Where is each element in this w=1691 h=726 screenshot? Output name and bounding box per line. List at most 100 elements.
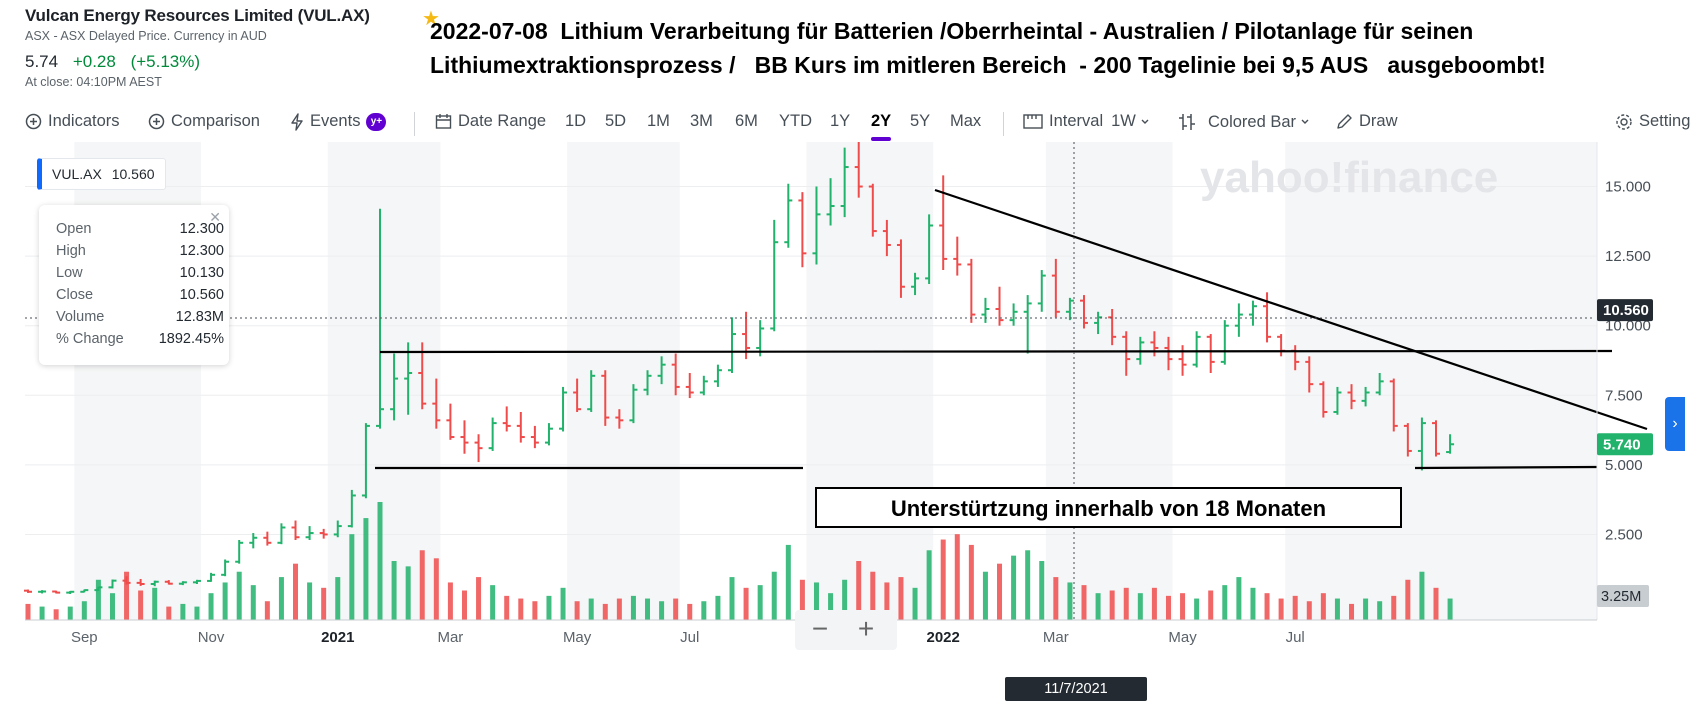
range-6m[interactable]: 6M [735, 112, 758, 130]
volume-bar [799, 579, 805, 620]
price-bar [1403, 423, 1412, 457]
date-range-button[interactable]: Date Range [435, 112, 546, 131]
price-change: +0.28 [72, 52, 116, 71]
price-bar [953, 236, 962, 276]
price-bar [460, 420, 469, 454]
range-max[interactable]: Max [950, 112, 982, 130]
volume-bar [138, 590, 144, 620]
price-bar [1432, 420, 1440, 457]
volume-bar [1194, 598, 1200, 620]
price-bar [643, 370, 652, 396]
ohlc-row-high: High 12.300 [56, 243, 224, 259]
range-1d[interactable]: 1D [565, 112, 587, 130]
volume-bar [1377, 601, 1383, 620]
crosshair-price-tag-text: 10.560 [1603, 302, 1649, 319]
price-chart[interactable]: yahoo!finance 15.000 12.500 10.000 7.500 5.0… [0, 142, 1691, 726]
draw-label: Draw [1359, 112, 1398, 130]
volume-bar [1363, 598, 1369, 620]
plus-circle-icon [25, 113, 42, 130]
volume-bar [109, 593, 115, 620]
volume-bar [1222, 585, 1228, 620]
interval-value: 1W [1111, 112, 1136, 130]
volume-bar [1081, 585, 1087, 620]
volume-tag: 3.25M [1597, 585, 1649, 607]
volume-bar [1067, 582, 1073, 620]
volume-bar [701, 601, 707, 620]
time-tick-label: Jul [680, 629, 699, 646]
volume-bar [940, 539, 946, 620]
volume-bar [321, 587, 327, 620]
volume-bar [870, 571, 876, 620]
range-1y[interactable]: 1Y [830, 112, 851, 130]
yahoo-plus-badge: y+ [366, 112, 387, 131]
date-range-label: Date Range [458, 112, 547, 130]
chevron-down-icon [1141, 119, 1149, 124]
support-annotation[interactable]: Unterstürtzung innerhalb von 18 Monaten [815, 487, 1402, 528]
volume-bar [1053, 577, 1059, 620]
volume-bar [250, 585, 256, 620]
crosshair-price-tag: 10.560 [1597, 299, 1653, 322]
price-bar [826, 178, 835, 226]
zoom-out-button[interactable]: − [811, 613, 829, 644]
comparison-button[interactable]: Comparison [148, 112, 260, 131]
price-bar [347, 489, 356, 528]
indicators-button[interactable]: Indicators [25, 112, 120, 131]
price-bar [1037, 270, 1046, 312]
volume-bar [532, 601, 538, 620]
price-axis: 15.000 12.500 10.000 7.500 5.000 2.500 [1605, 179, 1651, 544]
price-bar [24, 589, 32, 593]
volume-tag-text: 3.25M [1601, 589, 1641, 605]
support-line-right[interactable] [1414, 465, 1598, 470]
volume-bar [856, 561, 862, 620]
price-bar [1108, 308, 1117, 346]
volume-bar [687, 603, 693, 620]
price-bar [840, 147, 849, 218]
volume-bar [785, 544, 791, 620]
events-button[interactable]: Events y+ [290, 112, 387, 131]
draw-button[interactable]: Draw [1336, 112, 1398, 131]
volume-bar [1405, 579, 1411, 620]
star-icon[interactable]: ★ [422, 8, 440, 30]
volume-bar [405, 566, 411, 620]
volume-bar [95, 579, 101, 620]
price-bar [376, 208, 384, 429]
chart-type-dropdown[interactable]: Colored Bar [1178, 112, 1316, 132]
volume-bar [588, 598, 594, 620]
volume-bar [25, 603, 31, 620]
price-bar [418, 342, 427, 410]
range-3m[interactable]: 3M [690, 112, 713, 130]
volume-bar [1095, 593, 1101, 620]
month-band [1045, 142, 1173, 620]
range-5y[interactable]: 5Y [910, 112, 931, 130]
volume-bar [39, 606, 45, 620]
chart-toolbar: Indicators Comparison Events y+ Date Ran… [0, 106, 1691, 141]
range-5d[interactable]: 5D [605, 112, 627, 130]
resistance-line[interactable] [379, 349, 1613, 354]
settings-button[interactable]: Settings [1615, 112, 1691, 131]
zoom-in-button[interactable]: + [857, 613, 875, 644]
side-panel-toggle[interactable]: › [1665, 397, 1685, 451]
volume-bar [264, 601, 270, 620]
symbol-legend[interactable]: VUL.AX 10.560 [37, 158, 166, 190]
volume-bar [616, 598, 622, 620]
price-bar [699, 375, 708, 396]
price-bar [1277, 334, 1286, 357]
volume-bar [1349, 603, 1355, 620]
volume-bar [67, 606, 73, 620]
range-2y[interactable]: 2Y [871, 112, 892, 130]
interval-dropdown[interactable]: Interval 1W [1023, 112, 1156, 131]
price-bar [291, 520, 300, 541]
ohlc-row-low: Low 10.130 [56, 265, 224, 281]
bar-chart-icon [1179, 114, 1195, 130]
price-bar [52, 590, 61, 594]
range-1m[interactable]: 1M [647, 112, 670, 130]
toolbar-divider [414, 112, 415, 136]
price-bar [361, 423, 370, 499]
volume-bar [729, 577, 735, 620]
price-bar [713, 364, 722, 387]
downtrend-line[interactable] [934, 188, 1648, 431]
gear-icon [1616, 113, 1632, 130]
price-bar [1080, 295, 1088, 329]
close-icon[interactable]: ✕ [209, 209, 221, 225]
range-ytd[interactable]: YTD [779, 112, 812, 130]
